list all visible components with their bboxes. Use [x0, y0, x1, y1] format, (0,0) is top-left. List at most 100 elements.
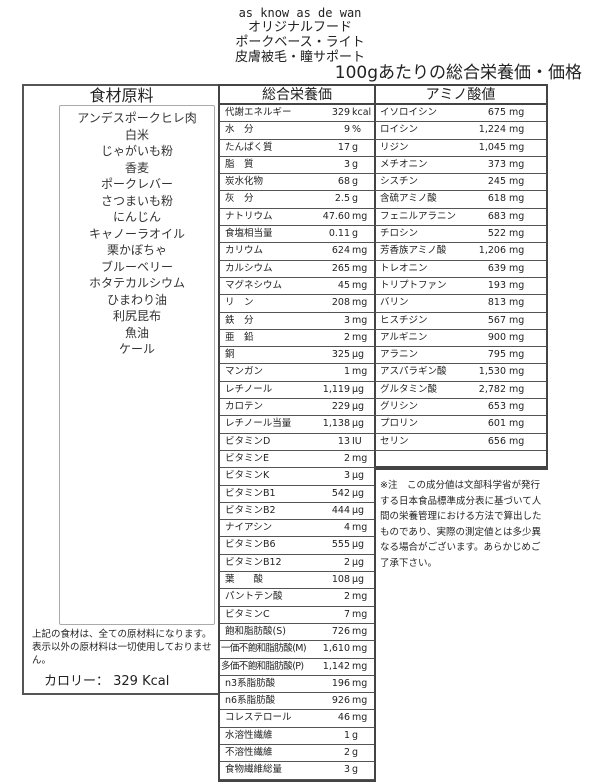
nutrient-unit: mg — [352, 314, 368, 326]
nutrient-value: 68 — [337, 176, 350, 188]
nutrient-name: ビタミンB12 — [225, 556, 282, 568]
nutrient-unit: μg — [352, 418, 365, 430]
table-row: セリン 656 mg — [375, 434, 546, 451]
calorie-label: カロリー： 329 Kcal — [44, 674, 170, 689]
nutrient-value: 900 — [487, 331, 506, 343]
nutrient-name: グリシン — [380, 401, 419, 413]
table-row: リジン 1,045 mg — [375, 140, 546, 157]
nutrient-value: 2 — [343, 452, 350, 464]
nutrient-unit: mg — [509, 228, 525, 240]
table-row: 水溶性繊維 1 g — [220, 728, 374, 745]
nutrient-value: 4 — [343, 522, 350, 534]
nutrient-unit: μg — [352, 539, 365, 551]
nutrient-name: ナトリウム — [225, 210, 273, 222]
nutrient-unit: g — [352, 729, 359, 741]
nutrient-value: 265 — [331, 262, 350, 274]
nutrient-name: アラニン — [380, 349, 419, 361]
nutrient-value: 1 — [343, 366, 350, 378]
table-row: ヒスチジン 567 mg — [375, 313, 546, 330]
nutrient-unit: g — [352, 158, 359, 170]
nutrient-unit: mg — [509, 262, 525, 274]
nutrient-name: トリプトファン — [380, 279, 447, 291]
table-row: マンガン 1 mg — [220, 364, 374, 382]
table-row: アラニン 795 mg — [375, 347, 546, 365]
ingredient-item: 利尻昆布 — [112, 309, 161, 323]
nutrient-value: 444 — [331, 504, 350, 516]
nutrient-value: 193 — [487, 279, 506, 291]
table-row: 食塩相当量 0.11 g — [220, 226, 374, 244]
nutrient-unit: mg — [352, 210, 368, 222]
nutrient-name: n6系脂肪酸 — [225, 695, 276, 707]
table-row: n6系脂肪酸 926 mg — [220, 693, 374, 711]
brand-name: as know as de wan — [238, 6, 362, 20]
nutrient-name: ナイアシン — [225, 522, 273, 534]
ingredient-item: 魚油 — [124, 325, 149, 340]
nutrient-value: 46 — [337, 712, 350, 724]
table-row: ビタミンK 3 μg — [220, 468, 374, 486]
nutrient-unit: mg — [352, 591, 368, 603]
nutrient-unit: mg — [352, 245, 368, 257]
nutrient-value: 13 — [337, 435, 350, 447]
table-row: 銅 325 μg — [220, 347, 374, 365]
nutrient-name: セリン — [380, 435, 409, 447]
table-row: パントテン酸 2 mg — [220, 589, 374, 607]
nutrient-name: イソロイシン — [380, 107, 438, 118]
nutrient-value: 675 — [487, 107, 506, 118]
table-row: アルギニン 900 mg — [375, 330, 546, 348]
nutrient-unit: mg — [509, 107, 525, 118]
table-row: バリン 813 mg — [375, 295, 546, 313]
nutrient-unit: μg — [352, 556, 365, 568]
nutrient-name: 灰 分 — [225, 193, 254, 205]
nutrient-name: パントテン酸 — [225, 591, 283, 603]
nutrient-value: 108 — [331, 574, 350, 586]
nutrient-value: 3 — [343, 470, 350, 482]
nutrient-value: 1,224 — [478, 124, 506, 136]
table-row: トリプトファン 193 mg — [375, 278, 546, 296]
nutrient-value: 47.60 — [322, 210, 350, 222]
nutrient-unit: g — [352, 193, 359, 205]
nutrient-name: ビタミンC — [225, 608, 270, 620]
ingredient-item: 栗かぼちゃ — [106, 243, 167, 257]
table-row: 炭水化物 68 g — [220, 174, 374, 192]
nutrient-unit: g — [352, 141, 359, 153]
nutrient-value: 624 — [331, 245, 350, 257]
nutrient-value: 329 — [331, 107, 350, 118]
nutrient-name: ビタミンB2 — [225, 504, 276, 516]
nutrient-name: アルギニン — [380, 331, 428, 343]
nutrient-unit: mg — [509, 418, 525, 430]
nutrient-unit: mg — [509, 314, 525, 326]
nutrient-value: 2 — [343, 556, 350, 568]
nutrient-unit: mg — [352, 279, 368, 291]
nutrient-value: 813 — [487, 297, 506, 309]
nutrient-unit: mg — [352, 522, 368, 534]
nutrient-value: 245 — [487, 176, 506, 188]
nutrient-unit: g — [352, 746, 359, 758]
nutrient-name: 銅 — [225, 349, 235, 361]
table-row: n3系脂肪酸 196 mg — [220, 676, 374, 694]
nutrient-unit: mg — [352, 677, 368, 689]
nutrient-unit: mg — [352, 608, 368, 620]
nutrient-unit: mg — [509, 158, 525, 170]
ingredient-item: ポークレバー — [100, 177, 173, 191]
ingredient-item: 香麦 — [124, 160, 149, 175]
nutrition-title: 総合栄養価 — [220, 86, 374, 105]
nutrient-name: リ ン — [225, 297, 254, 309]
table-row: イソロイシン 675 mg — [375, 105, 546, 123]
nutrient-name: マグネシウム — [225, 279, 283, 291]
table-row: メチオニン 373 mg — [375, 157, 546, 175]
nutrient-value: 1,119 — [322, 383, 350, 395]
ingredient-item: じゃがいも粉 — [100, 144, 173, 158]
nutrient-value: 1,142 — [322, 660, 350, 672]
table-row: グルタミン酸 2,782 mg — [375, 382, 546, 400]
product-name: ポークベース・ライト — [235, 35, 365, 50]
table-row: リ ン 208 mg — [220, 295, 374, 313]
nutrient-name: 食物繊維総量 — [225, 764, 283, 776]
nutrient-value: 1,138 — [322, 418, 350, 430]
table-row: 水 分 9% — [220, 122, 374, 140]
nutrient-name: 水溶性繊維 — [225, 729, 273, 741]
nutrient-name: たんぱく質 — [225, 141, 273, 153]
table-row: ビタミンB2 444 μg — [220, 503, 374, 521]
nutrient-unit: mg — [509, 193, 525, 205]
product-line: オリジナルフード — [247, 20, 352, 35]
